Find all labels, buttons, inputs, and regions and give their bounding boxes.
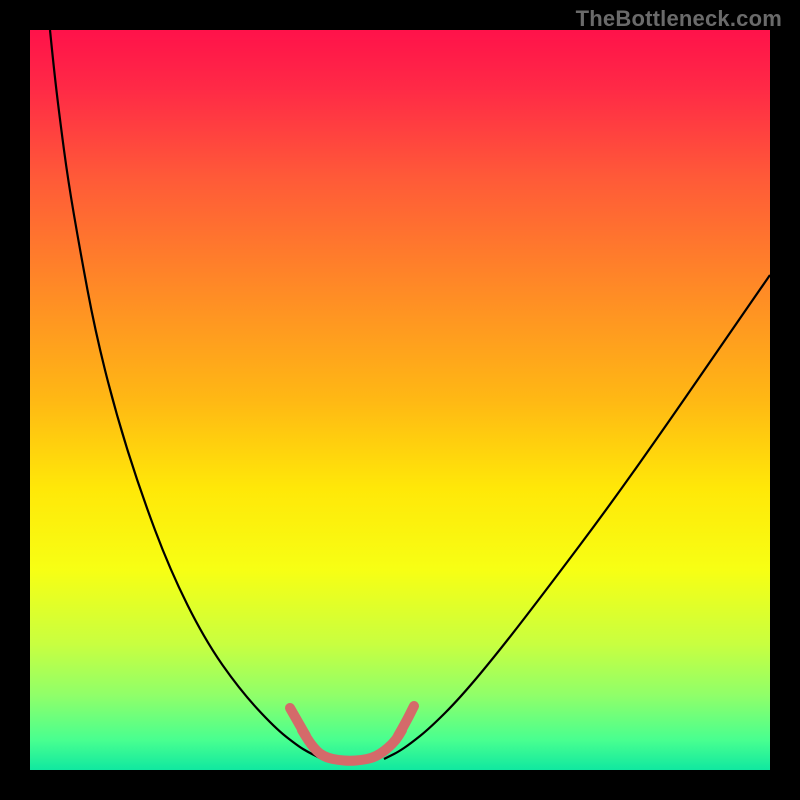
chart-svg [30,30,770,770]
bottleneck-chart [30,30,770,770]
watermark-label: TheBottleneck.com [576,6,782,32]
gradient-background [30,30,770,770]
chart-container: TheBottleneck.com [0,0,800,800]
